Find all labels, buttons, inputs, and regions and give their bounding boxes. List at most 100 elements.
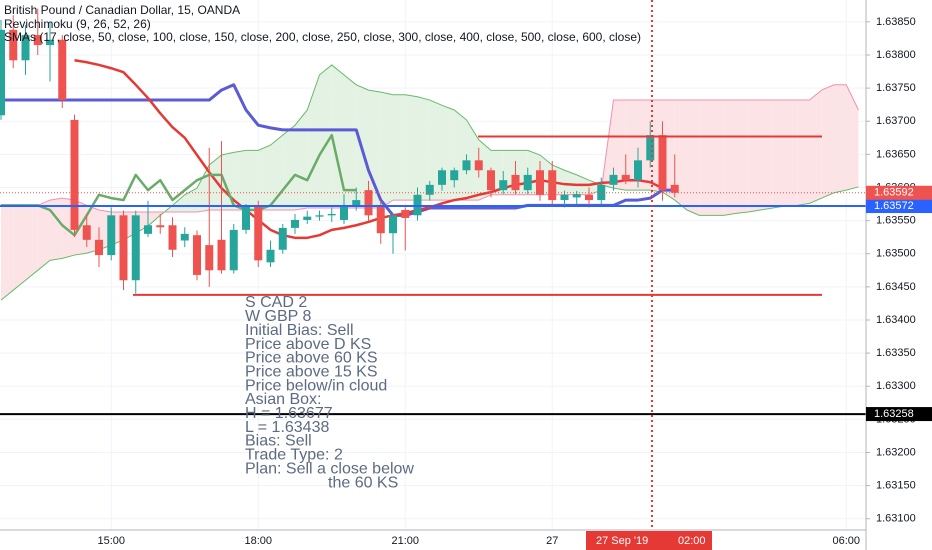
- candle-body: [511, 174, 520, 191]
- annotation-line: Price below/in cloud: [245, 377, 387, 394]
- y-tick-label: 1.63800: [876, 49, 916, 61]
- cloud-segment: [736, 100, 749, 214]
- cloud-segment: [246, 150, 259, 211]
- y-tick-label: 1.63850: [876, 16, 916, 28]
- candle-body: [548, 170, 557, 201]
- cloud-segment: [344, 74, 357, 209]
- y-tick-label: 1.63400: [876, 314, 916, 326]
- cloud-segment: [393, 94, 406, 201]
- cloud-segment: [760, 100, 773, 211]
- candle-body: [156, 225, 165, 228]
- y-tick-label: 1.63300: [876, 380, 916, 392]
- crosshair-time: 02:00: [678, 535, 706, 547]
- candle-body: [670, 184, 679, 193]
- cloud-segment: [282, 125, 295, 211]
- x-tick-label: 06:00: [832, 535, 860, 547]
- price-badge-label: 1.63592: [874, 187, 914, 199]
- annotation-line: L = 1.63438: [245, 419, 329, 436]
- candle-body: [487, 170, 495, 191]
- cloud-segment: [821, 84, 834, 199]
- candle-body: [597, 184, 606, 201]
- candle-body: [315, 215, 324, 217]
- cloud-line: [0, 64, 859, 301]
- cloud-segment: [50, 198, 63, 261]
- cloud-segment: [417, 96, 430, 201]
- candle-body: [523, 174, 532, 191]
- cloud-segment: [772, 100, 785, 209]
- cloud-segment: [711, 100, 724, 216]
- candle-body: [572, 194, 581, 198]
- candle-body: [303, 216, 312, 220]
- cloud-segment: [380, 92, 393, 209]
- cloud-segment: [1, 205, 14, 301]
- y-tick-label: 1.63500: [876, 248, 916, 260]
- candle-body: [340, 205, 348, 220]
- candle-body: [119, 215, 128, 281]
- cloud-segment: [405, 94, 418, 201]
- x-tick-label: 21:00: [391, 535, 419, 547]
- y-tick-label: 1.63650: [876, 148, 916, 160]
- cloud-segment: [319, 64, 332, 209]
- cloud-segment: [785, 100, 798, 207]
- cloud-segment: [270, 135, 283, 211]
- candle-body: [193, 235, 201, 275]
- candle-body: [536, 170, 544, 195]
- cloud-segment: [797, 100, 810, 206]
- cloud-segment: [466, 119, 479, 201]
- cloud-segment: [295, 109, 308, 211]
- annotation-line: Initial Bias: Sell: [245, 322, 354, 339]
- chart-title: British Pound / Canadian Dollar, 15, OAN…: [4, 3, 240, 17]
- indicator-label: Revichimoku (9, 26, 52, 26): [4, 17, 151, 31]
- candle-body: [364, 190, 373, 216]
- cloud-segment: [13, 205, 26, 291]
- annotation-line: Price above D KS: [245, 336, 371, 353]
- price-badge: [866, 199, 932, 214]
- price-badge: [866, 407, 932, 422]
- candle-body: [462, 160, 471, 171]
- cloud-segment: [37, 200, 50, 271]
- annotation-line: S CAD 2: [245, 294, 307, 311]
- candle-body: [474, 160, 483, 171]
- crosshair-badge: [586, 531, 712, 550]
- candle-body: [107, 215, 116, 256]
- candle-body: [95, 239, 103, 256]
- cloud-segment: [148, 212, 161, 226]
- cloud-segment: [723, 100, 736, 216]
- cloud-segment: [233, 150, 246, 211]
- cloud-segment: [687, 100, 700, 216]
- annotation-line: W GBP 8: [245, 308, 311, 325]
- annotation-line: Price above 60 KS: [245, 350, 378, 367]
- annotation-line: the 60 KS: [328, 474, 398, 491]
- candle-body: [609, 174, 618, 185]
- candle-body: [82, 225, 91, 240]
- candle-body: [0, 29, 5, 116]
- cloud-segment: [748, 100, 761, 212]
- cloud-segment: [258, 145, 271, 211]
- y-tick-label: 1.63150: [876, 480, 916, 492]
- candle-body: [499, 180, 508, 191]
- crosshair-date: 27 Sep '19: [596, 535, 648, 547]
- cloud-segment: [846, 84, 859, 191]
- candle-body: [9, 29, 18, 61]
- annotation-line: Plan: Sell a close below: [245, 460, 414, 477]
- annotation-line: H = 1.63677: [245, 405, 333, 422]
- candle-body: [33, 35, 42, 46]
- indicator-line: [74, 59, 664, 240]
- candle-body: [144, 225, 152, 234]
- candle-body: [291, 219, 299, 228]
- price-badge-label: 1.63572: [874, 200, 914, 212]
- cloud-segment: [674, 100, 687, 211]
- candle-body: [131, 215, 140, 281]
- candle-body: [278, 227, 287, 250]
- indicator-label: SMAs (17, close, 50, close, 100, close, …: [4, 30, 641, 44]
- candle-body: [646, 135, 655, 161]
- candle-body: [585, 194, 593, 201]
- candle-body: [168, 225, 177, 250]
- candle-body: [327, 213, 336, 216]
- x-tick-label: 15:00: [97, 535, 125, 547]
- cloud-segment: [209, 155, 222, 211]
- candle-body: [266, 249, 275, 263]
- candle-body: [58, 39, 67, 101]
- y-tick-label: 1.63100: [876, 513, 916, 525]
- candle-body: [425, 184, 434, 195]
